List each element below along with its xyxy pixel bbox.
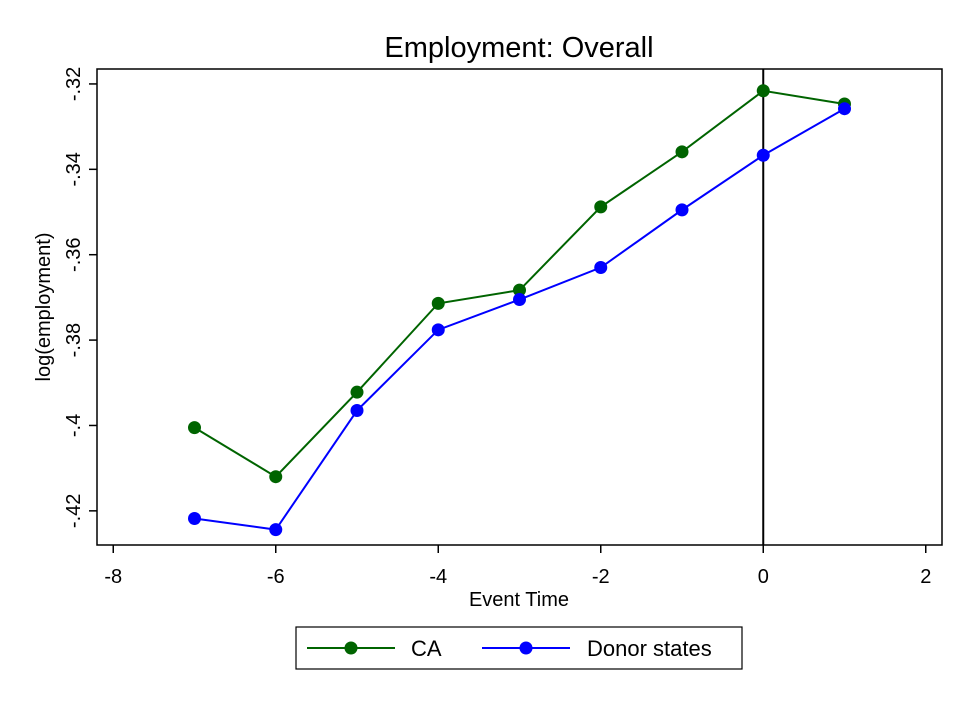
x-tick-label: -8 bbox=[104, 566, 122, 588]
legend-item-ca: CA bbox=[307, 636, 442, 661]
y-tick-label: -.42 bbox=[63, 494, 85, 528]
x-tick-label: 2 bbox=[920, 566, 931, 588]
data-point-ca bbox=[188, 421, 201, 435]
y-tick-label: -.4 bbox=[63, 414, 85, 437]
x-tick-label: -2 bbox=[592, 566, 610, 588]
legend-label-donor-states: Donor states bbox=[587, 636, 712, 661]
data-point-donor-states bbox=[269, 523, 283, 537]
data-point-ca bbox=[594, 200, 608, 214]
legend-swatch-donor-states-marker bbox=[519, 641, 533, 655]
plot-area bbox=[96, 68, 943, 546]
y-tick-label: -.38 bbox=[63, 323, 85, 357]
x-tick-label: 0 bbox=[758, 566, 769, 588]
legend-swatch-ca-marker bbox=[344, 641, 358, 655]
x-tick-label: -4 bbox=[429, 566, 447, 588]
data-point-donor-states bbox=[188, 512, 201, 526]
x-axis-label: Event Time bbox=[469, 589, 569, 611]
chart-title: Employment: Overall bbox=[384, 32, 653, 64]
y-axis: -.32 -.34 -.36 -.38 -.4 -.42 bbox=[63, 67, 97, 528]
y-tick-label: -.34 bbox=[63, 152, 85, 186]
data-point-donor-states bbox=[350, 404, 364, 418]
data-point-donor-states bbox=[838, 102, 851, 116]
data-point-donor-states bbox=[594, 261, 608, 275]
y-tick-label: -.32 bbox=[63, 67, 85, 101]
series-donor-states bbox=[188, 102, 851, 537]
legend-label-ca: CA bbox=[411, 636, 442, 661]
data-point-donor-states bbox=[756, 148, 770, 162]
data-point-donor-states bbox=[513, 293, 526, 307]
data-point-donor-states bbox=[431, 323, 445, 337]
legend-item-donor-states: Donor states bbox=[482, 636, 712, 661]
series-layer bbox=[188, 84, 851, 537]
data-point-ca bbox=[269, 470, 283, 484]
y-tick-label: -.36 bbox=[63, 237, 85, 271]
data-point-ca bbox=[431, 296, 445, 310]
data-point-ca bbox=[756, 84, 770, 98]
data-point-ca bbox=[675, 145, 689, 159]
data-point-ca bbox=[513, 283, 526, 297]
data-point-ca bbox=[350, 385, 364, 399]
legend: CA Donor states bbox=[295, 626, 743, 670]
x-tick-label: -6 bbox=[267, 566, 285, 588]
x-axis: -8 -6 -4 -2 0 2 bbox=[104, 545, 931, 588]
data-point-donor-states bbox=[675, 203, 689, 217]
y-axis-label: log(employment) bbox=[33, 233, 55, 382]
